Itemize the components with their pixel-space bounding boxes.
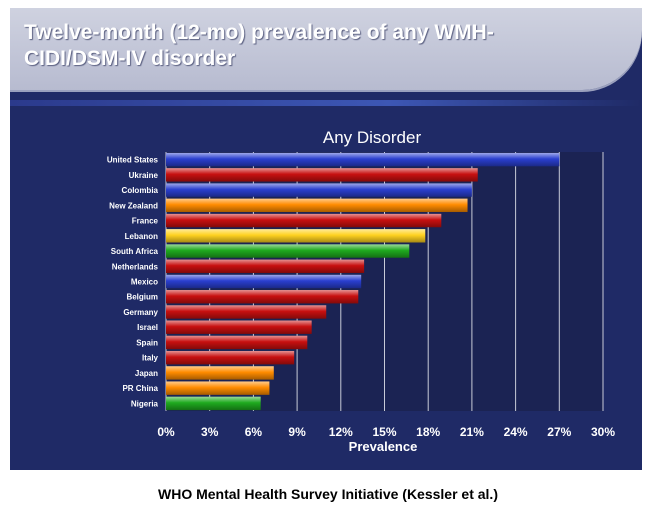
bar-japan — [166, 366, 274, 380]
category-label: Japan — [135, 369, 158, 378]
category-label: PR China — [122, 384, 158, 393]
x-tick-label: 12% — [329, 425, 353, 439]
category-label: Nigeria — [131, 399, 159, 408]
category-label: United States — [107, 156, 159, 165]
bar-pr-china — [166, 381, 270, 395]
x-tick-label: 6% — [245, 425, 263, 439]
slide-title-line1: Twelve-month (12-mo) prevalence of any W… — [24, 21, 494, 44]
category-label: Lebanon — [125, 232, 158, 241]
bar-italy — [166, 350, 295, 365]
bar-spain — [166, 335, 308, 350]
bar-united-states — [166, 152, 560, 167]
bar-new-zealand — [166, 198, 468, 213]
category-label: Belgium — [126, 293, 158, 302]
bar-israel — [166, 320, 312, 334]
x-tick-label: 30% — [591, 425, 615, 439]
slide-title: Twelve-month (12-mo) prevalence of any W… — [24, 20, 584, 72]
title-band — [10, 8, 642, 90]
category-label: Israel — [137, 323, 158, 332]
category-label: Ukraine — [129, 171, 159, 180]
category-label: Italy — [142, 354, 159, 363]
x-tick-label: 0% — [157, 425, 175, 439]
category-label: Mexico — [131, 278, 158, 287]
x-tick-label: 21% — [460, 425, 484, 439]
title-swoosh — [10, 100, 642, 106]
category-label: France — [132, 217, 159, 226]
bar-france — [166, 213, 442, 228]
x-tick-label: 18% — [416, 425, 440, 439]
bar-nigeria — [166, 396, 261, 411]
prevalence-bar-chart: United States Ukraine Colombia New Zealand F… — [107, 128, 615, 454]
x-tick-label: 15% — [372, 425, 396, 439]
category-label: Spain — [136, 338, 158, 347]
category-label: New Zealand — [109, 201, 158, 210]
bar-south-africa — [166, 244, 410, 258]
x-tick-label: 9% — [288, 425, 306, 439]
category-label: Colombia — [122, 186, 159, 195]
category-label: Netherlands — [112, 262, 159, 271]
bar-lebanon — [166, 229, 426, 243]
footer-caption: WHO Mental Health Survey Initiative (Kes… — [158, 486, 498, 502]
slide-title-line2: CIDI/DSM-IV disorder — [24, 47, 236, 70]
bar-germany — [166, 305, 327, 319]
bar-colombia — [166, 183, 472, 197]
x-tick-label: 27% — [547, 425, 571, 439]
x-axis-label: Prevalence — [349, 439, 418, 454]
category-label: Germany — [123, 308, 158, 317]
bar-belgium — [166, 290, 359, 304]
chart-title: Any Disorder — [323, 128, 422, 147]
bar-mexico — [166, 274, 362, 289]
bar-netherlands — [166, 259, 365, 273]
x-tick-label: 24% — [504, 425, 528, 439]
bar-ukraine — [166, 168, 478, 182]
x-tick-label: 3% — [201, 425, 219, 439]
category-label: South Africa — [111, 247, 159, 256]
